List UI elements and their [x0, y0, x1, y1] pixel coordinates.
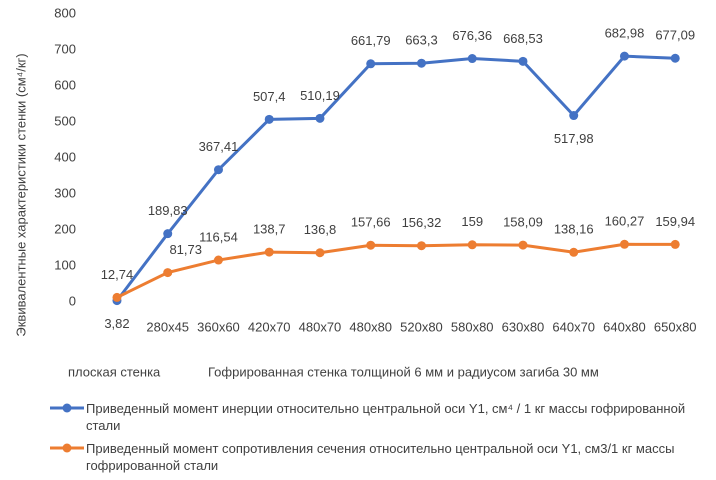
x-tick-label: 360x60	[197, 319, 240, 334]
data-point	[518, 56, 528, 66]
legend-entry: Приведенный момент инерции относительно …	[48, 400, 708, 434]
x-tick-label: 420x70	[248, 319, 291, 334]
data-label: 189,83	[148, 203, 188, 218]
data-label: 517,98	[554, 131, 594, 146]
data-label: 12,74	[101, 267, 134, 282]
series-line	[115, 54, 676, 302]
legend-marker	[50, 403, 84, 413]
data-point	[163, 229, 173, 239]
x-tick-label: 640x80	[603, 319, 646, 334]
chart: Эквивалентные характеристики стенки (см⁴…	[13, 5, 697, 379]
legend-label: Приведенный момент инерции относительно …	[86, 401, 686, 433]
data-point	[670, 53, 680, 63]
legend-dot	[62, 443, 72, 453]
data-label: 160,27	[605, 214, 645, 229]
x-tick-label: 480x70	[299, 319, 342, 334]
data-point	[416, 58, 426, 68]
data-label: 157,66	[351, 215, 391, 230]
x-tick-label: 520x80	[400, 319, 443, 334]
data-point	[619, 239, 629, 249]
data-label: 507,4	[253, 89, 286, 104]
legend-label: Приведенный момент сопротивления сечения…	[86, 441, 675, 473]
data-label: 138,16	[554, 222, 594, 237]
data-label: 158,09	[503, 215, 543, 230]
data-label: 138,7	[253, 222, 286, 237]
data-point	[213, 165, 223, 175]
legend-marker	[50, 443, 84, 453]
data-label: 668,53	[503, 31, 543, 46]
data-label: 159,94	[655, 214, 695, 229]
data-point	[619, 51, 629, 61]
data-label: 136,8	[304, 222, 337, 237]
group-label: плоская стенка	[68, 364, 161, 379]
data-label: 677,09	[655, 28, 695, 43]
x-tick-label: 580x80	[451, 319, 494, 334]
data-point	[518, 240, 528, 250]
y-tick-label: 200	[54, 221, 76, 236]
data-point	[163, 268, 173, 278]
data-point	[264, 247, 274, 257]
data-label: 682,98	[605, 26, 645, 41]
data-point	[213, 255, 223, 265]
data-label: 663,3	[405, 33, 438, 48]
y-tick-label: 800	[54, 5, 76, 20]
x-tick-label: 480x80	[349, 319, 392, 334]
x-tick-label: 640x70	[552, 319, 595, 334]
group-label: Гофрированная стенка толщиной 6 мм и рад…	[208, 364, 599, 379]
x-tick-label: 650x80	[654, 319, 697, 334]
y-tick-label: 400	[54, 149, 76, 164]
y-tick-label: 100	[54, 257, 76, 272]
y-tick-label: 300	[54, 185, 76, 200]
data-point	[315, 248, 325, 258]
data-label: 510,19	[300, 88, 340, 103]
data-point	[366, 240, 376, 250]
data-point	[112, 292, 122, 302]
data-label: 676,36	[452, 28, 492, 43]
data-label: 159	[461, 214, 483, 229]
data-point	[366, 59, 376, 69]
data-label: 3,82	[104, 316, 129, 331]
data-label: 116,54	[199, 229, 238, 244]
data-label: 367,41	[199, 139, 239, 154]
legend: Приведенный момент инерции относительно …	[48, 400, 708, 480]
data-label: 661,79	[351, 33, 391, 48]
data-point	[264, 114, 274, 124]
x-tick-label: 280x45	[146, 319, 189, 334]
data-point	[670, 239, 680, 249]
data-label: 81,73	[169, 242, 202, 257]
y-tick-label: 500	[54, 113, 76, 128]
y-tick-label: 0	[69, 293, 76, 308]
data-point	[416, 241, 426, 251]
y-tick-label: 600	[54, 77, 76, 92]
y-tick-label: 700	[54, 41, 76, 56]
x-tick-label: 630x80	[502, 319, 545, 334]
data-point	[467, 54, 477, 64]
y-axis-title: Эквивалентные характеристики стенки (см⁴…	[13, 53, 28, 336]
legend-dot	[62, 403, 72, 413]
data-label: 156,32	[402, 215, 442, 230]
data-point	[569, 247, 579, 257]
legend-entry: Приведенный момент сопротивления сечения…	[48, 440, 708, 474]
data-point	[569, 111, 579, 121]
series-line	[116, 242, 676, 299]
data-point	[467, 240, 477, 250]
data-point	[315, 113, 325, 123]
